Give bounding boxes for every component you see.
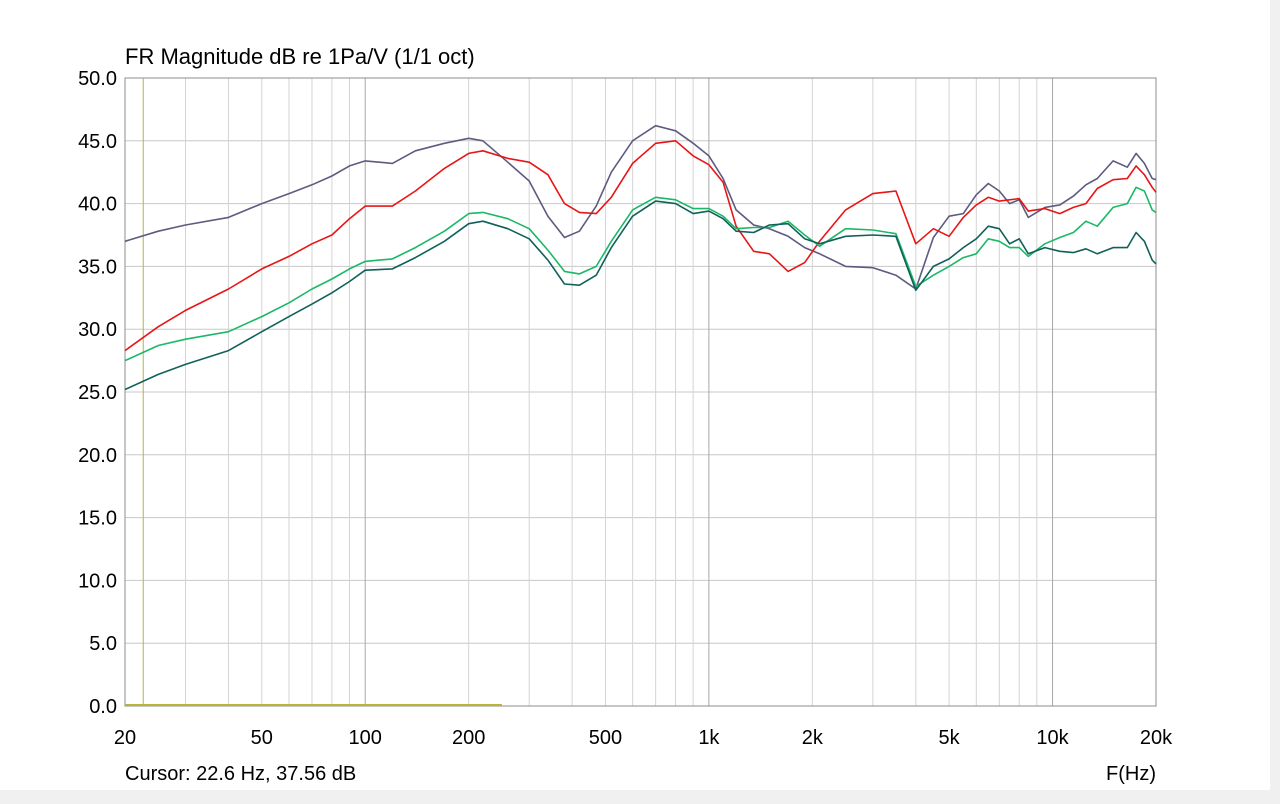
x-tick-label: 20k — [1140, 727, 1173, 749]
series-line-4 — [124, 200, 1157, 391]
y-tick-label: 10.0 — [78, 570, 117, 592]
x-tick-label: 200 — [452, 727, 485, 749]
x-tick-label: 500 — [589, 727, 622, 749]
series-line-2 — [124, 140, 1157, 352]
y-tick-label: 20.0 — [78, 445, 117, 467]
x-tick-label: 1k — [698, 727, 720, 749]
series-line-3 — [124, 186, 1157, 362]
y-tick-label: 45.0 — [78, 131, 117, 153]
y-tick-label: 50.0 — [78, 68, 117, 90]
series-group — [124, 124, 1157, 391]
x-axis-label: F(Hz) — [1106, 763, 1156, 785]
y-tick-labels: 50.0 45.0 40.0 35.0 30.0 25.0 20.0 15.0 10.0 5.0 0… — [78, 68, 117, 718]
y-tick-label: 35.0 — [78, 256, 117, 278]
cursor — [125, 78, 502, 706]
grid-lines — [125, 77, 1156, 707]
y-tick-label: 5.0 — [89, 633, 117, 655]
x-tick-labels: 20 50 100 200 500 1k 2k 5k 10k 20k — [114, 727, 1173, 749]
chart-window — [0, 0, 1270, 790]
chart-title: FR Magnitude dB re 1Pa/V (1/1 oct) — [125, 44, 475, 69]
cursor-readout: Cursor: 22.6 Hz, 37.56 dB — [125, 763, 356, 785]
y-tick-label: 25.0 — [78, 382, 117, 404]
frequency-response-chart[interactable]: 50.0 45.0 40.0 35.0 30.0 25.0 20.0 15.0 10.0 5.0 0… — [0, 0, 1270, 790]
x-tick-label: 2k — [802, 727, 824, 749]
y-tick-label: 15.0 — [78, 508, 117, 530]
y-tick-label: 40.0 — [78, 194, 117, 216]
x-tick-label: 20 — [114, 727, 136, 749]
x-tick-label: 10k — [1036, 727, 1069, 749]
horizontal-scrollbar[interactable] — [0, 790, 1280, 804]
vertical-scrollbar[interactable] — [1270, 0, 1280, 804]
x-tick-label: 100 — [349, 727, 382, 749]
x-tick-label: 50 — [251, 727, 273, 749]
y-tick-label: 30.0 — [78, 319, 117, 341]
plot-area — [124, 77, 1157, 707]
x-tick-label: 5k — [939, 727, 961, 749]
series-line-1 — [124, 124, 1157, 290]
y-tick-label: 0.0 — [89, 696, 117, 718]
